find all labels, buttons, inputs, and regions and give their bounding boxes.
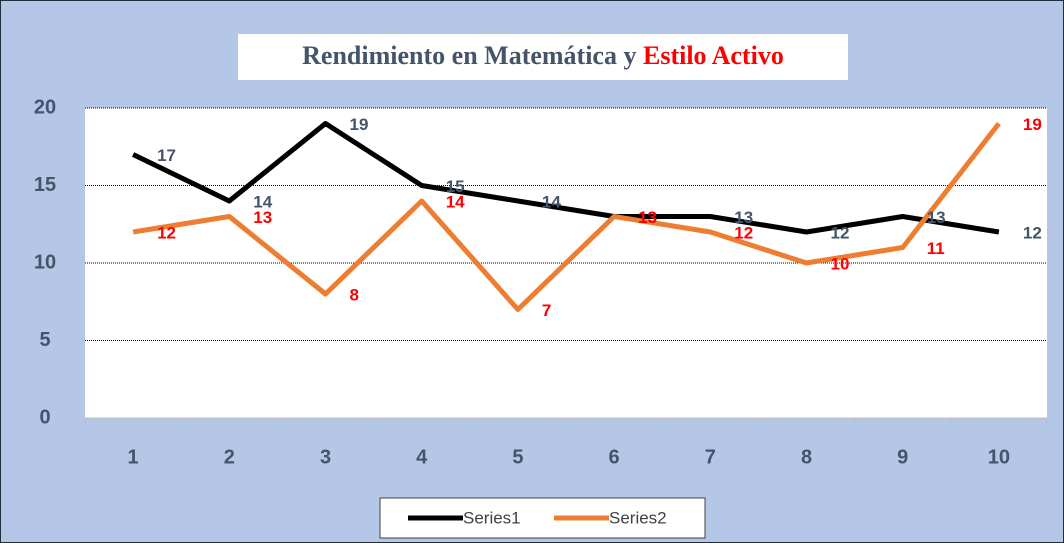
title-highlight: Estilo Activo <box>643 41 784 70</box>
data-label: 13 <box>253 208 272 227</box>
data-label: 14 <box>253 192 272 211</box>
y-tick-label: 5 <box>39 329 50 351</box>
x-tick-label: 3 <box>320 446 331 468</box>
legend-box <box>379 497 706 539</box>
data-label: 13 <box>734 208 753 227</box>
x-tick-label: 5 <box>512 446 523 468</box>
data-label: 13 <box>638 208 657 227</box>
x-tick-label: 6 <box>609 446 620 468</box>
data-label: 11 <box>927 239 945 258</box>
y-tick-label: 0 <box>39 406 50 428</box>
x-tick-label: 7 <box>705 446 716 468</box>
title-main: Rendimiento en Matemática y <box>302 41 636 70</box>
data-label: 19 <box>1023 115 1042 134</box>
data-label: 19 <box>350 115 369 134</box>
y-tick-label: 10 <box>34 251 56 273</box>
x-tick-label: 10 <box>988 446 1010 468</box>
series-line <box>132 121 1000 235</box>
data-label: 7 <box>542 301 551 320</box>
x-tick-label: 9 <box>897 446 908 468</box>
x-tick-label: 4 <box>416 446 428 468</box>
title-box <box>238 34 848 80</box>
data-label: 12 <box>1023 223 1042 242</box>
data-label: 13 <box>927 208 946 227</box>
y-tick-label: 15 <box>34 174 56 196</box>
data-label: 12 <box>831 223 850 242</box>
data-label: 12 <box>734 223 753 242</box>
y-tick-label: 20 <box>34 96 56 118</box>
legend-label: Series2 <box>609 508 667 527</box>
data-label: 17 <box>157 146 176 165</box>
chart-title: Rendimiento en Matemática y Estilo Activ… <box>302 41 784 70</box>
legend-label: Series1 <box>463 508 521 527</box>
data-label: 14 <box>446 192 465 211</box>
data-label: 13 <box>638 208 657 227</box>
x-tick-label: 1 <box>128 446 139 468</box>
data-label: 14 <box>542 192 561 211</box>
data-label: 15 <box>446 177 465 196</box>
series-line <box>132 121 1001 312</box>
x-tick-label: 8 <box>801 446 812 468</box>
data-label: 10 <box>831 254 850 273</box>
data-label: 12 <box>157 223 176 242</box>
x-tick-label: 2 <box>224 446 235 468</box>
data-label: 8 <box>350 285 359 304</box>
